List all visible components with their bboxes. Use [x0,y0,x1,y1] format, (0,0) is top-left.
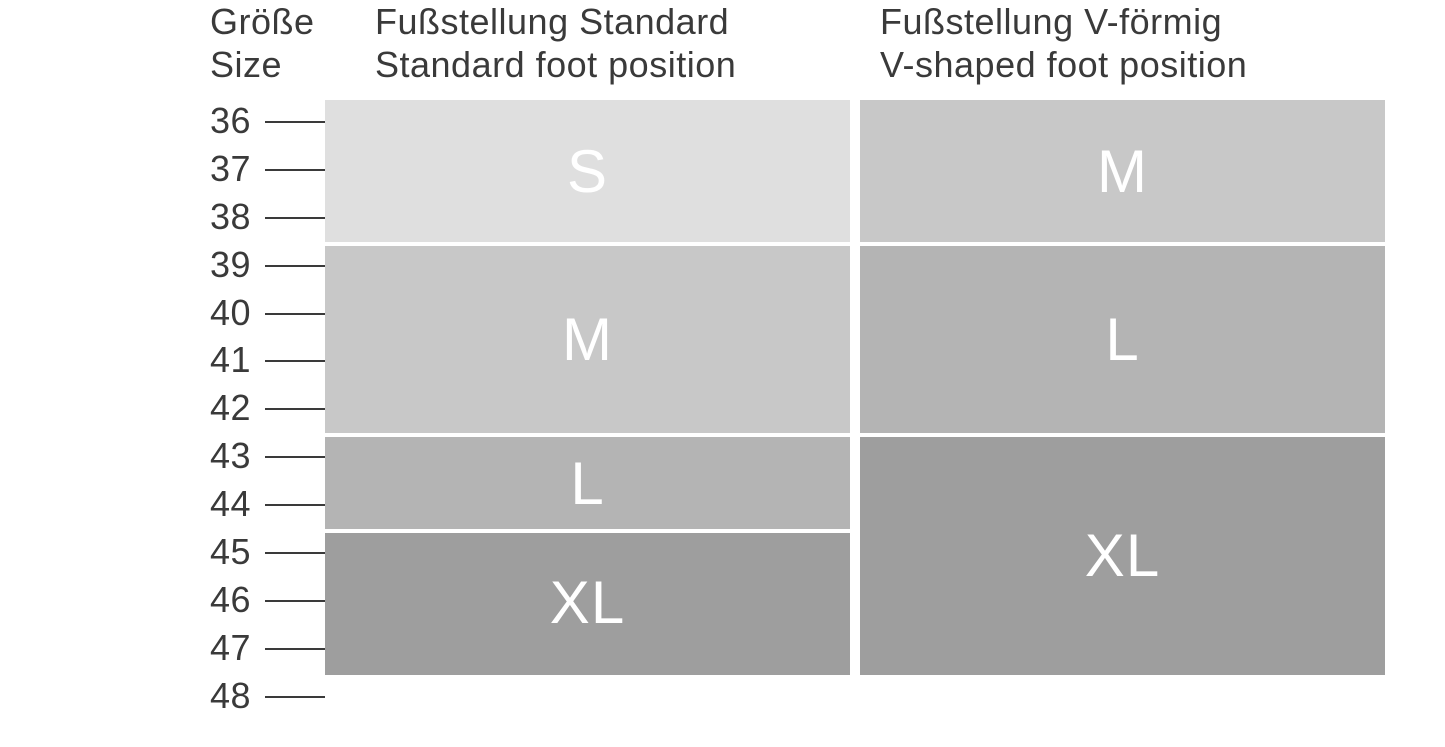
size-band: XL [325,531,850,675]
band-divider [860,433,1385,437]
column-vshaped: M L XL [860,100,1385,723]
size-tick-label: 38 [210,196,251,238]
size-tick-label: 41 [210,339,251,381]
size-tick-label: 37 [210,148,251,190]
header-vshaped: Fußstellung V-förmig V-shaped foot posit… [880,0,1340,100]
size-tick-label: 45 [210,531,251,573]
size-tick-dash [265,265,325,267]
size-band: XL [860,435,1385,675]
size-band: M [325,244,850,436]
header-standard-de: Fußstellung Standard [375,0,835,43]
header-size-de: Größe [210,0,325,43]
size-chart: Größe Size Fußstellung Standard Standard… [0,0,1445,723]
header-size: Größe Size [210,0,325,100]
band-divider [325,433,850,437]
header-vshaped-en: V-shaped foot position [880,43,1340,86]
size-ruler: 36 37 38 39 40 41 42 43 44 45 46 47 48 [210,100,325,723]
band-divider [325,242,850,246]
header-standard: Fußstellung Standard Standard foot posit… [375,0,835,100]
size-band: M [860,100,1385,244]
band-divider [325,529,850,533]
size-tick-dash [265,408,325,410]
size-band-label: XL [1085,521,1160,590]
size-tick-dash [265,360,325,362]
size-band-label: XL [550,568,625,637]
size-band-label: L [1105,305,1139,374]
size-tick-label: 44 [210,483,251,525]
size-band: L [860,244,1385,436]
size-tick-dash [265,552,325,554]
size-tick-dash [265,456,325,458]
size-tick-dash [265,696,325,698]
column-standard: S M L XL [325,100,850,723]
size-tick-dash [265,169,325,171]
size-band: L [325,435,850,531]
band-divider [860,242,1385,246]
size-tick-label: 39 [210,244,251,286]
size-tick-label: 46 [210,579,251,621]
size-tick-label: 43 [210,435,251,477]
size-band: S [325,100,850,244]
size-tick-dash [265,313,325,315]
size-band-label: M [1097,137,1148,206]
column-divider [850,100,860,723]
header-vshaped-de: Fußstellung V-förmig [880,0,1340,43]
header-standard-en: Standard foot position [375,43,835,86]
size-band-label: L [570,449,604,518]
size-tick-dash [265,217,325,219]
size-tick-dash [265,600,325,602]
size-tick-label: 48 [210,675,251,717]
header-size-en: Size [210,43,325,86]
size-band-label: M [562,305,613,374]
size-tick-label: 40 [210,292,251,334]
size-tick-label: 42 [210,387,251,429]
size-band-label: S [567,137,608,206]
size-tick-label: 36 [210,100,251,142]
size-tick-dash [265,648,325,650]
size-tick-label: 47 [210,627,251,669]
size-tick-dash [265,504,325,506]
size-tick-dash [265,121,325,123]
